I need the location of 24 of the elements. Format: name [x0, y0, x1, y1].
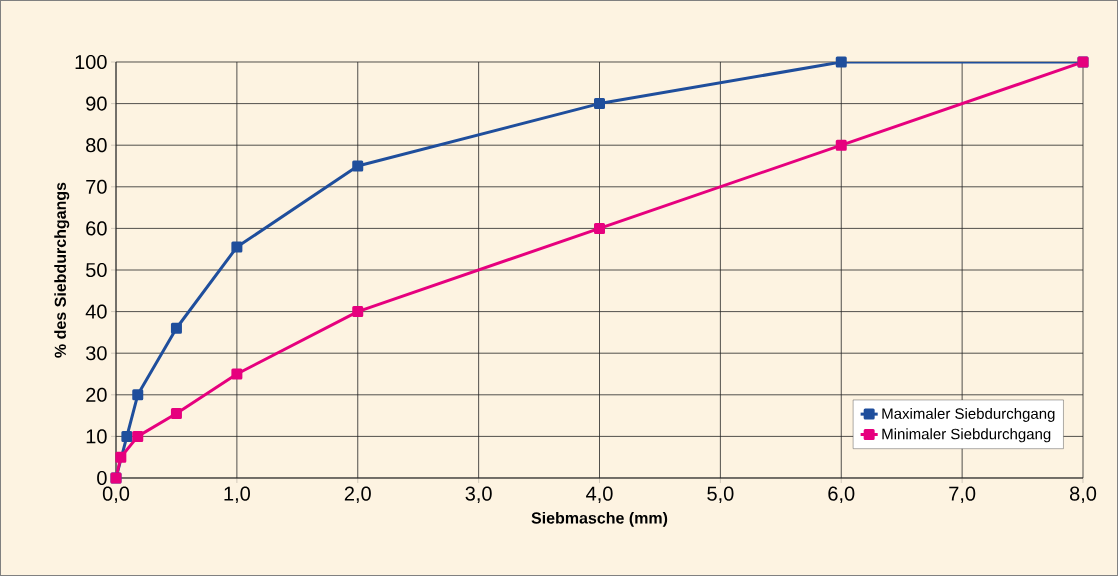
x-tick-label: 7,0 [949, 486, 976, 504]
y-tick-label: 100 [75, 54, 107, 70]
y-tick-label: 60 [86, 221, 107, 236]
x-tick-label: 0,0 [102, 486, 130, 504]
y-tick-label: 80 [86, 138, 107, 153]
x-tick-label: 5,0 [707, 486, 734, 504]
x-axis-title: Siebmasche (mm) [531, 511, 668, 527]
y-tick-label: 20 [86, 387, 107, 402]
y-axis-title: % des Siebdurchgangs [54, 182, 70, 358]
y-tick-label: 10 [86, 429, 107, 444]
y-tick-label: 70 [86, 179, 107, 194]
y-tick-label: 90 [86, 96, 107, 111]
legend-label: Maximaler Siebdurchgang [882, 407, 1055, 422]
x-tick-label: 2,0 [344, 486, 371, 504]
y-tick-label: 50 [86, 262, 107, 278]
y-tick-label: 40 [85, 304, 107, 319]
y-tick-label: 0 [97, 470, 107, 486]
y-tick-label: 30 [85, 346, 107, 361]
legend-label: Minimaler Siebdurchgang [882, 428, 1051, 443]
x-tick-label: 4,0 [586, 486, 613, 504]
x-tick-label: 6,0 [828, 486, 855, 504]
x-tick-label: 3,0 [465, 486, 492, 504]
x-tick-label: 1,0 [224, 486, 250, 504]
x-tick-label: 8,0 [1069, 486, 1097, 504]
